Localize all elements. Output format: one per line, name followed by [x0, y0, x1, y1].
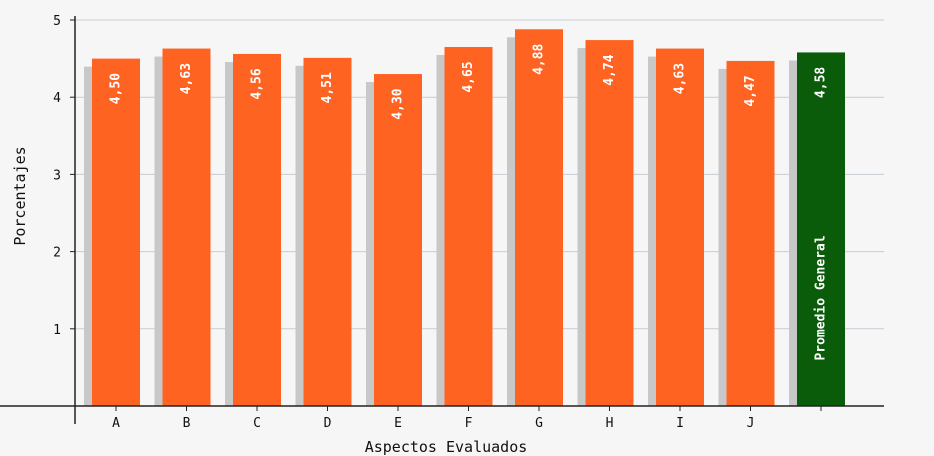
bar-G [515, 29, 563, 406]
x-tick-label-F: F [465, 416, 473, 431]
summary-bar-label: Promedio General [814, 235, 829, 360]
bar-C [233, 53, 281, 407]
y-tick-label-5: 5 [53, 14, 61, 29]
bar-I [656, 48, 704, 407]
axes-layer [0, 16, 884, 424]
x-tick-label-H: H [606, 416, 614, 431]
x-tick-label-I: I [676, 416, 684, 431]
y-tick-label-1: 1 [53, 323, 61, 338]
bar-value-label: 4,56 [250, 68, 265, 99]
bar-H [585, 40, 634, 407]
bar-promedio-general [797, 52, 845, 406]
ticks-layer: 1 2 3 4 5 A B C D E F G H I J [53, 14, 822, 431]
x-tick-label-D: D [324, 416, 332, 431]
bar-B [162, 48, 211, 407]
bar-value-label: 4,65 [461, 61, 476, 92]
y-axis-title: Porcentajes [11, 146, 29, 245]
bar-value-label: 4,63 [673, 63, 688, 94]
y-tick-label-3: 3 [53, 168, 61, 183]
x-tick-label-G: G [535, 416, 543, 431]
bar-value-label: 4,58 [814, 67, 829, 98]
bar-value-label: 4,51 [320, 72, 335, 103]
x-tick-label-E: E [394, 416, 402, 431]
bar-J [726, 60, 775, 406]
x-tick-label-J: J [747, 416, 755, 431]
bar-E [374, 74, 422, 406]
bar-D [303, 57, 352, 406]
bar-value-label: 4,50 [109, 73, 124, 104]
bar-F [444, 47, 493, 407]
x-tick-label-A: A [112, 416, 120, 431]
y-tick-label-2: 2 [53, 246, 61, 261]
x-tick-label-C: C [253, 416, 261, 431]
bar-value-label: 4,47 [743, 75, 758, 106]
bars-layer: 4,50 4,63 4,56 4,51 4,30 4,65 4,88 4,74 4,63 4,47… [84, 29, 845, 407]
bar-value-label: 4,63 [179, 63, 194, 94]
bar-value-label: 4,88 [532, 43, 547, 74]
y-tick-label-4: 4 [53, 91, 61, 106]
bar-A [92, 58, 140, 406]
bar-value-label: 4,74 [602, 54, 617, 85]
x-tick-label-B: B [183, 416, 191, 431]
x-axis-title: Aspectos Evaluados [365, 438, 528, 456]
bar-value-label: 4,30 [391, 88, 406, 119]
